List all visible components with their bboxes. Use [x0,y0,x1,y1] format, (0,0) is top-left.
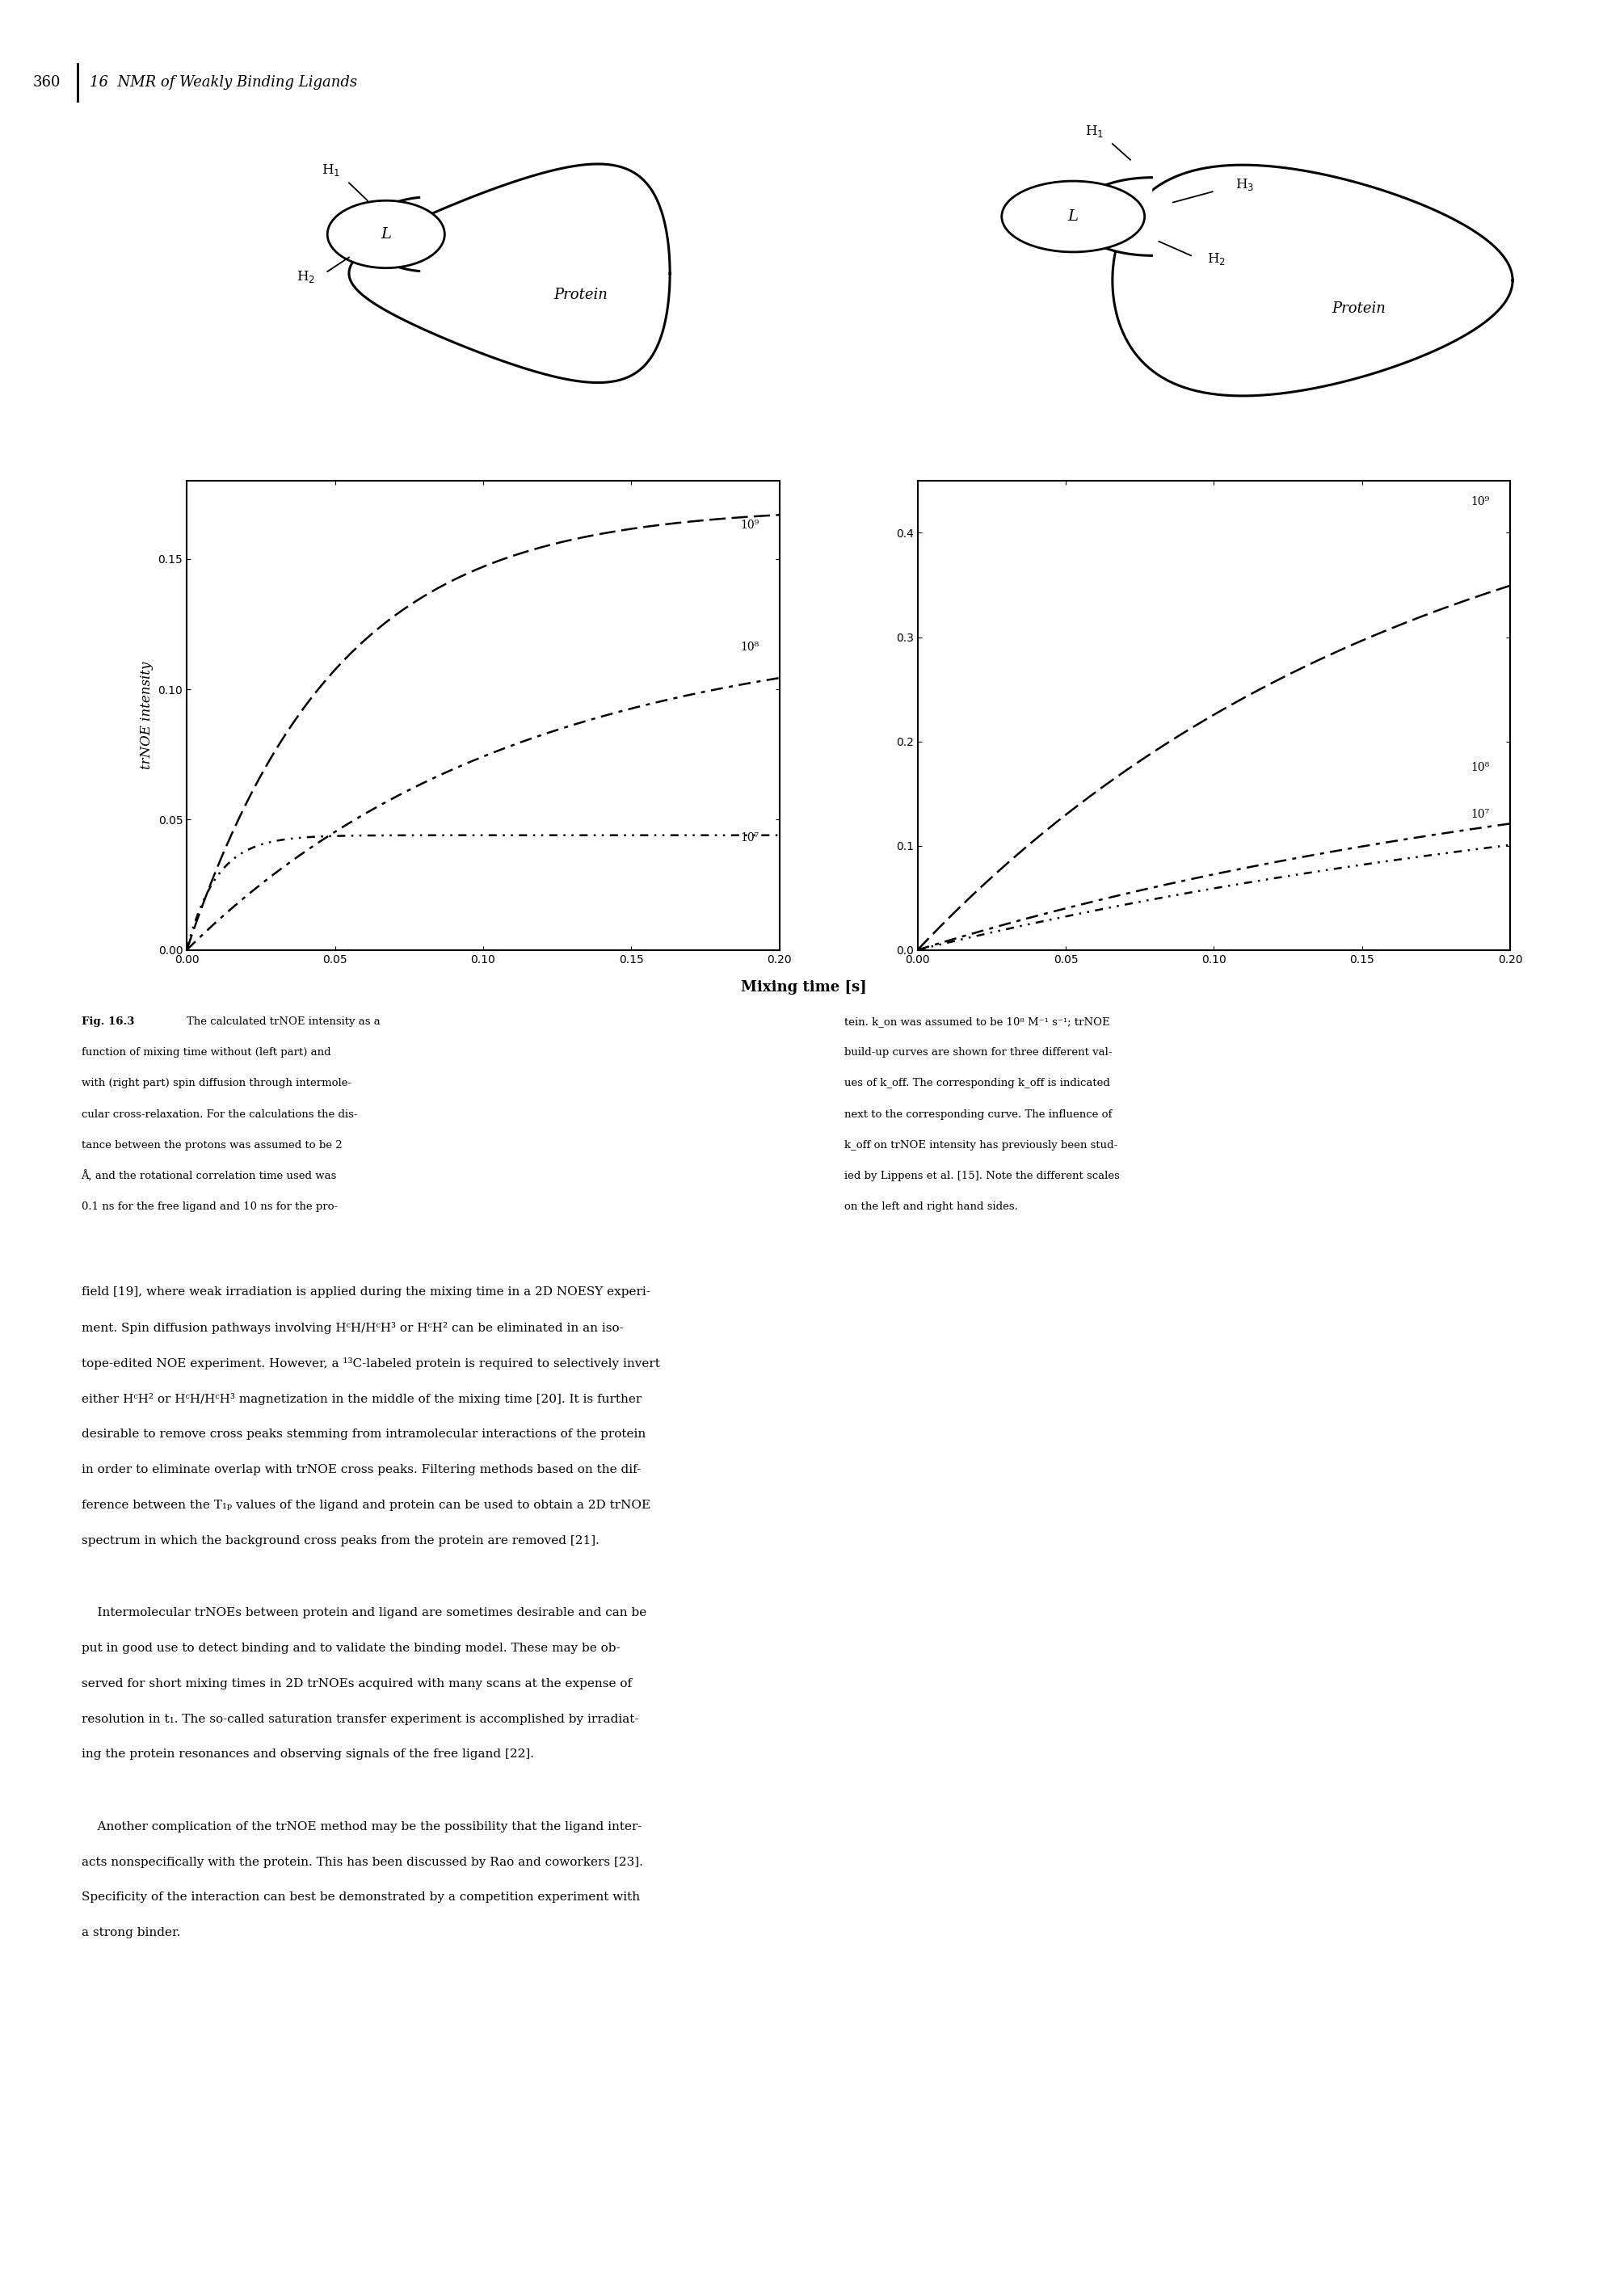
Text: 10⁸: 10⁸ [741,641,758,652]
Circle shape [328,201,445,268]
Text: on the left and right hand sides.: on the left and right hand sides. [844,1202,1018,1213]
Text: Mixing time [s]: Mixing time [s] [741,980,867,993]
Text: next to the corresponding curve. The influence of: next to the corresponding curve. The inf… [844,1108,1112,1119]
Text: H$_1$: H$_1$ [1085,124,1104,140]
Polygon shape [349,165,671,382]
Text: 360: 360 [32,76,60,89]
Text: cular cross-relaxation. For the calculations the dis-: cular cross-relaxation. For the calculat… [81,1108,357,1119]
Text: tope-edited NOE experiment. However, a ¹³C-labeled protein is required to select: tope-edited NOE experiment. However, a ¹… [81,1357,659,1369]
Text: spectrum in which the background cross peaks from the protein are removed [21].: spectrum in which the background cross p… [81,1536,599,1545]
Polygon shape [364,197,419,270]
Polygon shape [1073,179,1151,256]
Text: Å, and the rotational correlation time used was: Å, and the rotational correlation time u… [81,1170,336,1181]
Text: Fig. 16.3: Fig. 16.3 [81,1016,135,1028]
Text: 10⁷: 10⁷ [741,833,758,842]
Text: a strong binder.: a strong binder. [81,1927,180,1939]
Text: build-up curves are shown for three different val-: build-up curves are shown for three diff… [844,1046,1112,1058]
Text: either HᶜH² or HᶜH/HᶜH³ magnetization in the middle of the mixing time [20]. It : either HᶜH² or HᶜH/HᶜH³ magnetization in… [81,1392,641,1405]
Text: 10⁷: 10⁷ [1471,808,1489,819]
Text: Protein: Protein [554,288,607,302]
Text: 10⁹: 10⁹ [741,520,758,531]
Text: put in good use to detect binding and to validate the binding model. These may b: put in good use to detect binding and to… [81,1644,620,1653]
Text: tein. k_on was assumed to be 10⁸ M⁻¹ s⁻¹; trNOE: tein. k_on was assumed to be 10⁸ M⁻¹ s⁻¹… [844,1016,1109,1028]
Text: ference between the T₁ₚ values of the ligand and protein can be used to obtain a: ference between the T₁ₚ values of the li… [81,1499,650,1511]
Text: 10⁹: 10⁹ [1471,497,1489,508]
Text: k_off on trNOE intensity has previously been stud-: k_off on trNOE intensity has previously … [844,1140,1117,1151]
Text: 16  NMR of Weakly Binding Ligands: 16 NMR of Weakly Binding Ligands [89,76,357,89]
Text: ing the protein resonances and observing signals of the free ligand [22].: ing the protein resonances and observing… [81,1749,534,1760]
Text: H$_2$: H$_2$ [297,270,315,284]
Y-axis label: trNOE intensity: trNOE intensity [140,662,154,769]
Text: with (right part) spin diffusion through intermole-: with (right part) spin diffusion through… [81,1078,351,1090]
Text: ment. Spin diffusion pathways involving HᶜH/HᶜH³ or HᶜH² can be eliminated in an: ment. Spin diffusion pathways involving … [81,1323,624,1334]
Text: served for short mixing times in 2D trNOEs acquired with many scans at the expen: served for short mixing times in 2D trNO… [81,1678,632,1689]
Text: Protein: Protein [1332,302,1385,316]
Text: 0.1 ns for the free ligand and 10 ns for the pro-: 0.1 ns for the free ligand and 10 ns for… [81,1202,338,1213]
Text: field [19], where weak irradiation is applied during the mixing time in a 2D NOE: field [19], where weak irradiation is ap… [81,1286,650,1298]
Text: Another complication of the trNOE method may be the possibility that the ligand : Another complication of the trNOE method… [81,1822,641,1831]
Text: ied by Lippens et al. [15]. Note the different scales: ied by Lippens et al. [15]. Note the dif… [844,1170,1121,1181]
Text: The calculated trNOE intensity as a: The calculated trNOE intensity as a [187,1016,380,1028]
Text: acts nonspecifically with the protein. This has been discussed by Rao and cowork: acts nonspecifically with the protein. T… [81,1856,643,1868]
Text: function of mixing time without (left part) and: function of mixing time without (left pa… [81,1046,331,1058]
Text: 10⁸: 10⁸ [1471,762,1489,774]
Text: tance between the protons was assumed to be 2: tance between the protons was assumed to… [81,1140,343,1151]
Text: L: L [1069,208,1078,224]
Text: in order to eliminate overlap with trNOE cross peaks. Filtering methods based on: in order to eliminate overlap with trNOE… [81,1465,640,1474]
Text: ues of k_off. The corresponding k_off is indicated: ues of k_off. The corresponding k_off is… [844,1078,1111,1090]
Text: resolution in t₁. The so-called saturation transfer experiment is accomplished b: resolution in t₁. The so-called saturati… [81,1714,638,1724]
Text: L: L [380,227,391,243]
Text: H$_2$: H$_2$ [1207,252,1226,268]
Text: desirable to remove cross peaks stemming from intramolecular interactions of the: desirable to remove cross peaks stemming… [81,1428,645,1440]
Text: H$_1$: H$_1$ [322,163,339,179]
Polygon shape [1112,165,1512,396]
Circle shape [1002,181,1145,252]
Text: Intermolecular trNOEs between protein and ligand are sometimes desirable and can: Intermolecular trNOEs between protein an… [81,1607,646,1618]
Text: Specificity of the interaction can best be demonstrated by a competition experim: Specificity of the interaction can best … [81,1893,640,1902]
Text: H$_3$: H$_3$ [1236,176,1254,192]
